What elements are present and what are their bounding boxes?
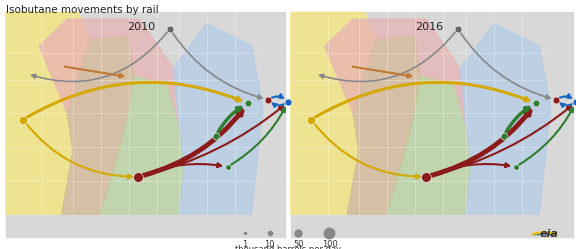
FancyArrowPatch shape — [320, 32, 456, 81]
FancyArrowPatch shape — [231, 108, 285, 165]
Polygon shape — [39, 19, 179, 124]
Polygon shape — [387, 75, 472, 214]
FancyArrowPatch shape — [559, 94, 571, 98]
Polygon shape — [291, 12, 376, 214]
FancyArrowPatch shape — [142, 163, 221, 175]
FancyArrowPatch shape — [314, 82, 529, 118]
Polygon shape — [6, 12, 90, 214]
Polygon shape — [173, 24, 263, 214]
Text: 10: 10 — [264, 240, 275, 249]
FancyArrowPatch shape — [218, 108, 241, 132]
FancyArrowPatch shape — [271, 94, 283, 98]
Text: thousand barrels per day: thousand barrels per day — [235, 245, 341, 249]
Text: 50: 50 — [293, 240, 304, 249]
FancyArrowPatch shape — [313, 123, 420, 179]
FancyArrowPatch shape — [430, 111, 530, 176]
Text: 100: 100 — [321, 240, 338, 249]
FancyArrowPatch shape — [560, 103, 573, 107]
FancyArrowPatch shape — [506, 108, 529, 132]
Text: 2016: 2016 — [415, 22, 443, 32]
Text: 2010: 2010 — [127, 22, 155, 32]
FancyArrowPatch shape — [26, 82, 241, 118]
Text: eia: eia — [540, 229, 559, 239]
Polygon shape — [62, 35, 134, 214]
FancyArrowPatch shape — [272, 103, 285, 107]
FancyArrowPatch shape — [430, 106, 571, 176]
FancyArrowPatch shape — [430, 163, 509, 175]
FancyArrowPatch shape — [32, 32, 168, 81]
FancyArrowPatch shape — [142, 111, 242, 176]
FancyArrowPatch shape — [353, 67, 411, 77]
Bar — [6, 12, 285, 237]
Bar — [291, 12, 573, 237]
Text: Isobutane movements by rail: Isobutane movements by rail — [6, 5, 158, 15]
FancyArrowPatch shape — [25, 123, 132, 179]
FancyArrowPatch shape — [65, 67, 123, 77]
Polygon shape — [460, 24, 551, 214]
FancyArrowPatch shape — [519, 108, 573, 165]
FancyArrowPatch shape — [460, 32, 550, 99]
FancyArrowPatch shape — [172, 32, 262, 99]
FancyArrowPatch shape — [142, 106, 283, 176]
Polygon shape — [101, 75, 184, 214]
Polygon shape — [325, 19, 466, 124]
Text: 1: 1 — [242, 240, 248, 249]
Polygon shape — [347, 35, 420, 214]
